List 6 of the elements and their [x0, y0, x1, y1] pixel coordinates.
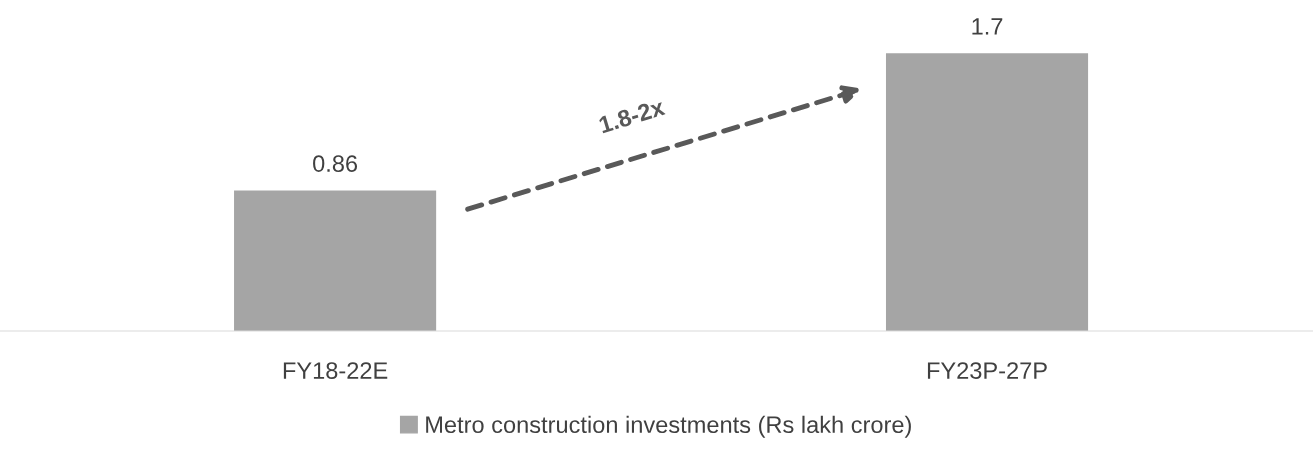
- x-tick-label: FY23P-27P: [927, 362, 1047, 379]
- legend-label: Metro construction investments (Rs lakh crore): [426, 415, 911, 438]
- data-label: 1.7: [972, 18, 1003, 35]
- x-tick-label: FY18-22E: [283, 362, 388, 379]
- annotation: 1.8-2x: [598, 98, 666, 134]
- data-label: 0.86: [313, 155, 358, 172]
